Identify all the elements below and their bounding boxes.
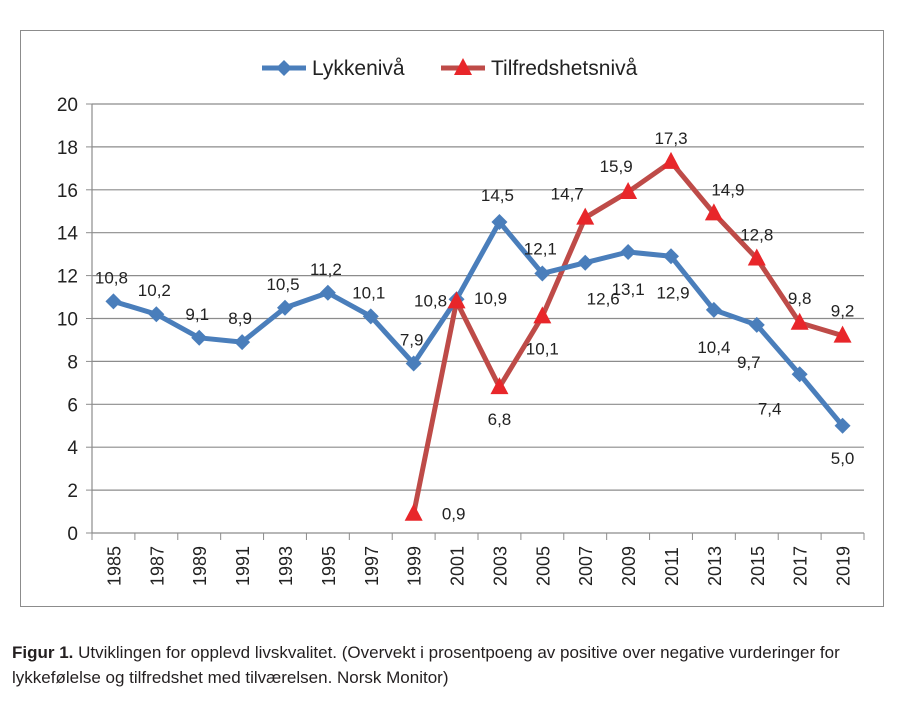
data-point-tilfredshetsniva	[662, 151, 680, 169]
data-label: 14,9	[711, 180, 744, 199]
data-label: 12,6	[587, 290, 620, 309]
data-label: 14,5	[481, 186, 514, 205]
data-label: 17,3	[654, 129, 687, 148]
chart-frame	[20, 30, 884, 607]
y-tick-label: 20	[57, 95, 78, 116]
data-point-tilfredshetsniva	[533, 306, 552, 324]
data-label: 12,8	[740, 225, 773, 244]
caption-text: Utviklingen for opplevd livskvalitet. (O…	[12, 643, 840, 687]
x-tick-label: 2015	[748, 546, 768, 586]
data-point-lykkeniva	[834, 417, 851, 434]
data-point-lykkeniva	[362, 308, 379, 325]
data-point-tilfredshetsniva	[833, 325, 852, 343]
data-point-tilfredshetsniva	[576, 207, 595, 225]
data-label: 5,0	[831, 449, 855, 468]
data-point-lykkeniva	[405, 355, 422, 372]
x-tick-label: 1989	[190, 546, 210, 586]
data-label: 14,7	[551, 185, 584, 204]
data-label: 0,9	[442, 505, 466, 524]
y-tick-label: 14	[57, 224, 79, 245]
line-chart: 0 2 4 6 8 10 12 14 16 18 20 1985 1987 1989 1991 1993 199…	[57, 57, 865, 586]
legend-item-tilfredshetsniva: Tilfredshetsnivå	[441, 57, 638, 80]
data-point-lykkeniva	[148, 306, 165, 323]
x-tick-label: 2005	[533, 546, 553, 586]
x-tick-label: 1985	[104, 546, 124, 586]
x-tick-label: 2009	[619, 546, 639, 586]
y-tick-label: 18	[57, 138, 78, 159]
y-tick-label: 10	[57, 310, 78, 331]
data-label: 13,1	[612, 280, 645, 299]
data-label: 9,1	[185, 305, 209, 324]
series-line-lykkeniva	[112, 219, 845, 428]
data-point-tilfredshetsniva	[704, 203, 723, 221]
data-label: 15,9	[600, 157, 633, 176]
y-tick-label: 0	[67, 524, 78, 545]
x-tick-label: 2011	[662, 547, 682, 586]
data-label: 8,9	[228, 309, 252, 328]
data-label: 6,8	[488, 410, 512, 429]
data-point-tilfredshetsniva	[490, 377, 509, 395]
data-point-lykkeniva	[319, 284, 336, 301]
series-line-tilfredshetsniva	[411, 159, 844, 515]
data-point-lykkeniva	[105, 293, 122, 310]
data-label: 10,8	[414, 291, 447, 310]
data-point-lykkeniva	[748, 316, 765, 333]
legend-label: Lykkenivå	[312, 57, 405, 80]
y-tick-label: 8	[67, 352, 78, 373]
legend-item-lykkeniva: Lykkenivå	[262, 57, 405, 80]
data-point-lykkeniva	[705, 301, 722, 318]
x-tick-label: 1987	[147, 546, 167, 586]
y-tick-label: 2	[67, 481, 78, 502]
x-tick-label: 2007	[576, 546, 596, 586]
data-point-lykkeniva	[791, 366, 808, 383]
x-tick-label: 1997	[362, 546, 382, 586]
data-point-tilfredshetsniva	[447, 291, 466, 309]
data-label: 9,8	[788, 289, 812, 308]
caption-label: Figur 1.	[12, 643, 74, 662]
x-tick-label: 2019	[834, 546, 854, 586]
y-tick-label: 4	[67, 438, 78, 459]
data-point-lykkeniva	[277, 299, 293, 316]
data-point-lykkeniva	[534, 265, 551, 282]
x-tick-label: 2017	[791, 546, 811, 586]
data-point-tilfredshetsniva	[747, 248, 766, 266]
data-label: 12,1	[524, 239, 557, 258]
data-label: 7,9	[400, 331, 424, 350]
data-point-lykkeniva	[191, 329, 208, 346]
x-tick-label: 1999	[405, 546, 425, 586]
x-tick-label: 1991	[233, 546, 253, 586]
figure-caption: Figur 1. Utviklingen for opplevd livskva…	[12, 640, 902, 690]
data-label: 10,1	[526, 339, 559, 358]
data-label: 12,9	[656, 283, 689, 302]
data-point-tilfredshetsniva	[790, 312, 809, 330]
data-point-lykkeniva	[234, 334, 251, 351]
x-tick-label: 2003	[490, 546, 510, 586]
data-point-lykkeniva	[620, 244, 637, 261]
data-point-lykkeniva	[577, 254, 594, 271]
data-label: 10,9	[474, 289, 507, 308]
x-tick-label: 1993	[276, 546, 296, 586]
data-label: 10,5	[266, 275, 299, 294]
data-label: 9,7	[737, 353, 761, 372]
data-label: 7,4	[758, 399, 782, 418]
y-tick-label: 16	[57, 181, 78, 202]
data-label: 9,2	[831, 302, 855, 321]
data-label: 10,1	[352, 283, 385, 302]
data-point-lykkeniva	[663, 248, 679, 265]
data-label: 10,2	[138, 281, 171, 300]
x-tick-label: 2013	[705, 546, 725, 586]
data-label: 10,4	[697, 338, 730, 357]
x-tick-label: 1995	[319, 546, 339, 586]
legend-triangle-icon	[454, 58, 472, 75]
y-tick-label: 6	[67, 395, 78, 416]
y-tick-label: 12	[57, 267, 78, 288]
data-label: 10,8	[95, 268, 128, 287]
data-label: 11,2	[310, 260, 342, 279]
legend-diamond-icon	[276, 60, 292, 76]
x-tick-label: 2001	[448, 546, 468, 586]
data-point-tilfredshetsniva	[404, 503, 423, 521]
legend-label: Tilfredshetsnivå	[491, 57, 638, 80]
data-point-tilfredshetsniva	[619, 181, 638, 199]
data-point-lykkeniva	[491, 213, 508, 230]
